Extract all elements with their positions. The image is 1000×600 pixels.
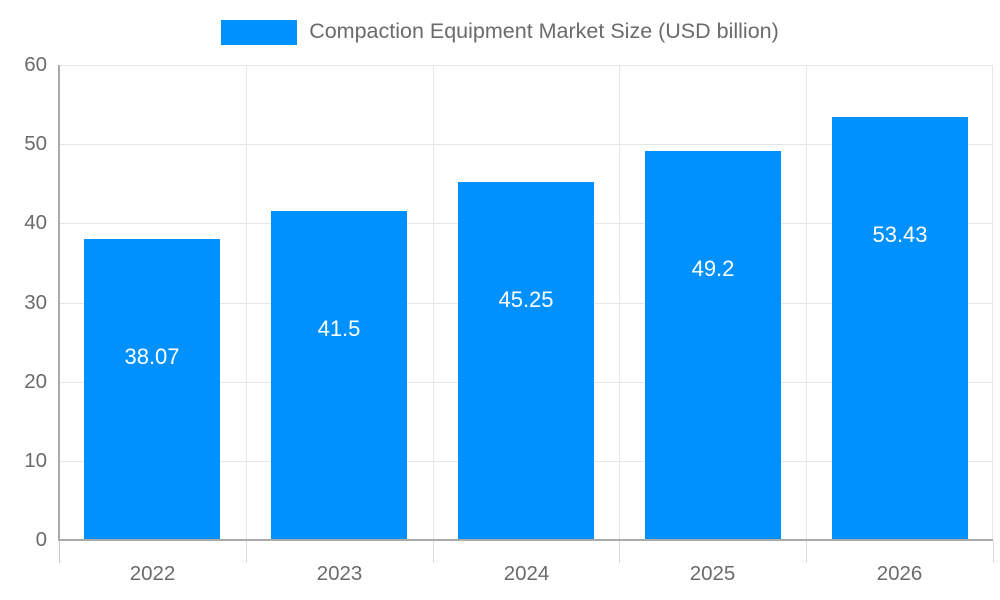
gridline-vertical — [433, 65, 434, 540]
x-axis-tick-label-2025: 2025 — [689, 562, 736, 585]
legend-item-series-0[interactable]: Compaction Equipment Market Size (USD bi… — [221, 19, 779, 45]
y-axis-tick-label: 0 — [35, 528, 47, 551]
y-axis-tick-label: 40 — [24, 211, 47, 235]
bar-value-label-2023: 41.5 — [317, 316, 361, 342]
plot-right-border — [992, 65, 993, 540]
x-axis-tick-labels: 2022 2023 2024 2025 2026 — [59, 562, 993, 594]
bar-2022[interactable] — [84, 238, 220, 540]
gridline-vertical — [619, 65, 620, 540]
bar-2024[interactable] — [458, 181, 594, 540]
x-axis-tick-mark — [433, 541, 434, 563]
gridline-vertical — [246, 65, 247, 540]
y-axis-line — [58, 65, 60, 541]
bar-value-label-2024: 45.25 — [498, 286, 554, 312]
bar-value-label-2025: 49.2 — [691, 255, 735, 281]
x-axis-tick-label-2023: 2023 — [316, 562, 363, 585]
gridline-horizontal — [59, 65, 993, 66]
x-axis-tick-label-2022: 2022 — [129, 562, 176, 585]
x-axis-tick-label-2026: 2026 — [876, 562, 923, 585]
bar-value-label-2026: 53.43 — [872, 222, 928, 247]
bar-2023[interactable] — [271, 211, 407, 540]
y-axis-tick-label: 50 — [24, 132, 47, 156]
bar-value-label-2022: 38.07 — [124, 343, 180, 369]
legend-item-label: Compaction Equipment Market Size (USD bi… — [309, 19, 779, 44]
bar-2025[interactable] — [645, 150, 781, 540]
x-axis-tick-mark — [619, 541, 620, 563]
x-axis-tick-label-2024: 2024 — [503, 562, 550, 585]
x-axis-line — [59, 539, 993, 541]
chart-legend: Compaction Equipment Market Size (USD bi… — [0, 14, 1000, 50]
y-axis-tick-label: 20 — [24, 369, 47, 393]
x-axis-tick-mark — [993, 541, 994, 563]
x-axis-tick-mark — [806, 541, 807, 563]
bar-2026[interactable] — [832, 117, 968, 540]
x-axis-tick-mark — [246, 541, 247, 563]
legend-color-swatch-icon — [221, 19, 298, 45]
y-axis-tick-label: 30 — [24, 290, 47, 314]
y-axis-tick-label: 60 — [24, 53, 47, 76]
plot-area: 38.07 41.5 45.25 49.2 53.43 — [59, 65, 993, 541]
y-axis-tick-labels: 0 10 20 30 40 50 60 — [0, 0, 47, 600]
gridline-vertical — [806, 65, 807, 540]
x-axis-tick-mark — [59, 541, 60, 563]
gridline-horizontal — [59, 144, 993, 146]
y-axis-tick-label: 10 — [24, 448, 47, 472]
